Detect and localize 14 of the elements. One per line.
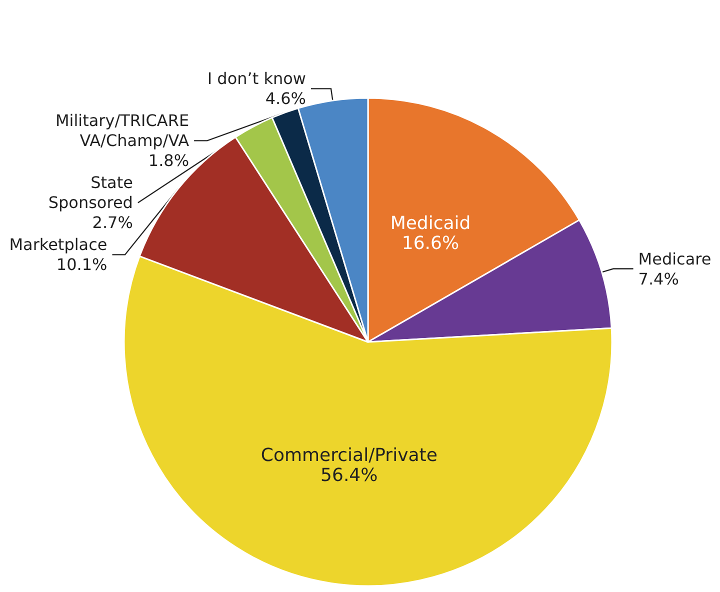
data-label: 2.7% [92, 213, 133, 232]
slice-label: Military/TRICARE VA/Champ/VA [55, 111, 190, 150]
data-label: 10.1% [56, 255, 108, 274]
data-label: 4.6% [265, 89, 306, 108]
data-label: 16.6% [402, 233, 460, 254]
slice-label: Marketplace [9, 235, 108, 254]
slice-label: I don’t know [207, 69, 306, 88]
slice-label: Medicare [638, 249, 712, 268]
data-label: 56.4% [320, 465, 378, 486]
data-label: 7.4% [638, 269, 679, 288]
slice-label: Commercial/Private [260, 445, 438, 466]
slice-label: State Sponsored [48, 173, 133, 212]
data-label: 1.8% [148, 151, 190, 170]
slice-label: Medicaid [390, 213, 471, 234]
